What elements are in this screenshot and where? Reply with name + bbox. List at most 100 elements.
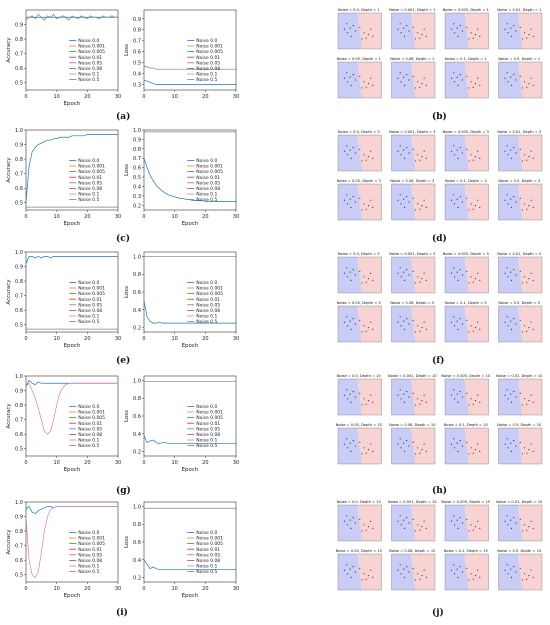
data-point <box>456 27 458 29</box>
y-tick-label: 0.7 <box>15 418 23 424</box>
y-axis-label: Accuracy <box>6 157 12 183</box>
legend-label: Noise 0.005 <box>78 291 105 297</box>
subplot-title: Noise = 0.05, Depth = 15 <box>336 549 382 553</box>
decision-region-red <box>464 379 489 415</box>
subplot-frame <box>337 134 382 172</box>
data-point <box>412 270 414 272</box>
data-point <box>367 205 370 207</box>
data-point <box>343 520 346 522</box>
data-point <box>406 74 408 76</box>
caption-c: (c) <box>116 234 130 244</box>
decision-region-blue <box>338 379 362 415</box>
legend-label: Noise 0.0 <box>78 280 99 286</box>
data-point <box>479 450 481 452</box>
data-point <box>400 325 402 327</box>
subplot-frame <box>444 61 489 99</box>
data-point <box>519 392 521 394</box>
series-line-Noise-0_0 <box>143 435 236 444</box>
y-tick-label: 0.7 <box>15 172 23 178</box>
legend-label: Noise 0.0 <box>196 158 217 164</box>
data-point <box>349 149 351 151</box>
data-point <box>365 452 367 454</box>
data-point <box>507 32 509 34</box>
subplot-frame <box>498 378 543 416</box>
subplot-title: Noise = 0.08, Depth = 1 <box>390 57 434 61</box>
data-point <box>423 28 425 30</box>
data-point <box>414 209 417 211</box>
data-point <box>513 269 515 271</box>
decision-region-blue <box>445 135 469 171</box>
y-tick-label: 0.6 <box>133 540 141 546</box>
data-point <box>365 529 367 531</box>
subplot-title: Noise = 0.08, Depth = 15 <box>389 549 435 553</box>
data-point <box>526 86 528 88</box>
plot-frame <box>143 9 237 91</box>
y-tick-label: 0.4 <box>133 72 141 78</box>
data-point <box>349 519 351 521</box>
data-point <box>354 323 356 325</box>
decision-grid-j: Noise = 0.0, Depth = 15 Noise = 0.001, De… <box>332 498 546 596</box>
data-point <box>397 199 399 201</box>
data-point <box>453 145 455 147</box>
legend-label: Noise 0.0 <box>78 530 99 536</box>
y-tick-label: 0.4 <box>133 184 141 190</box>
data-point <box>343 394 346 396</box>
data-point <box>450 77 453 79</box>
decision-region-blue <box>391 379 416 415</box>
y-tick-label: 0.6 <box>133 290 141 296</box>
data-point <box>457 576 459 578</box>
legend-label: Noise 0.08 <box>78 186 102 192</box>
data-point <box>528 83 530 85</box>
data-point <box>461 152 463 154</box>
y-tick-label: 0.9 <box>15 515 23 521</box>
decision-region-blue <box>338 135 362 171</box>
data-point <box>350 84 352 86</box>
subplot-frame <box>391 378 436 416</box>
data-point <box>403 328 406 330</box>
data-point <box>453 389 455 391</box>
y-tick-label: 0.6 <box>15 558 23 564</box>
data-point <box>412 197 414 199</box>
x-tick-label: 0 <box>142 460 145 466</box>
subplot-title: Noise = 0.1, Depth = 1 <box>445 57 487 61</box>
data-point <box>532 328 534 330</box>
subplot-title: Noise = 0.0, Depth = 15 <box>337 500 381 504</box>
data-point <box>477 77 479 79</box>
data-point <box>397 150 399 152</box>
data-point <box>417 32 419 34</box>
series-line-Noise-0_0 <box>143 300 236 324</box>
data-point <box>372 157 374 159</box>
legend-label: Noise 0.001 <box>196 536 223 542</box>
legend-label: Noise 0.5 <box>196 197 217 203</box>
data-point <box>450 520 453 522</box>
subplot-title: Noise = 0.05, Depth = 10 <box>336 423 383 427</box>
data-point <box>466 319 468 321</box>
data-point <box>363 447 365 449</box>
data-point <box>352 74 354 76</box>
x-tick-label: 30 <box>233 94 239 100</box>
subplot-title: Noise = 0.0, Depth = 3 <box>338 130 380 134</box>
data-point <box>510 401 513 403</box>
series-line-Noise-0_0 <box>25 255 118 264</box>
data-point <box>530 321 532 323</box>
data-point <box>352 147 354 149</box>
data-point <box>461 323 463 325</box>
data-point <box>423 569 425 571</box>
decision-grid-svg: Noise = 0.0, Depth = 10 Noise = 0.001, De… <box>336 374 543 465</box>
subplot-frame <box>391 256 436 294</box>
legend-label: Noise 0.01 <box>196 421 220 427</box>
data-point <box>412 148 414 150</box>
legend-label: Noise 0.1 <box>196 438 217 444</box>
data-point <box>456 149 458 151</box>
x-tick-label: 30 <box>115 94 121 100</box>
x-axis-label: Epoch <box>64 467 81 472</box>
data-point <box>359 148 361 150</box>
x-tick-label: 0 <box>24 336 27 342</box>
data-point <box>524 447 526 449</box>
data-point <box>515 79 517 81</box>
y-tick-label: 1.0 <box>15 374 23 380</box>
data-point <box>466 567 468 569</box>
legend-label: Noise 0.08 <box>196 432 220 438</box>
data-point <box>466 392 468 394</box>
data-point <box>403 568 405 570</box>
